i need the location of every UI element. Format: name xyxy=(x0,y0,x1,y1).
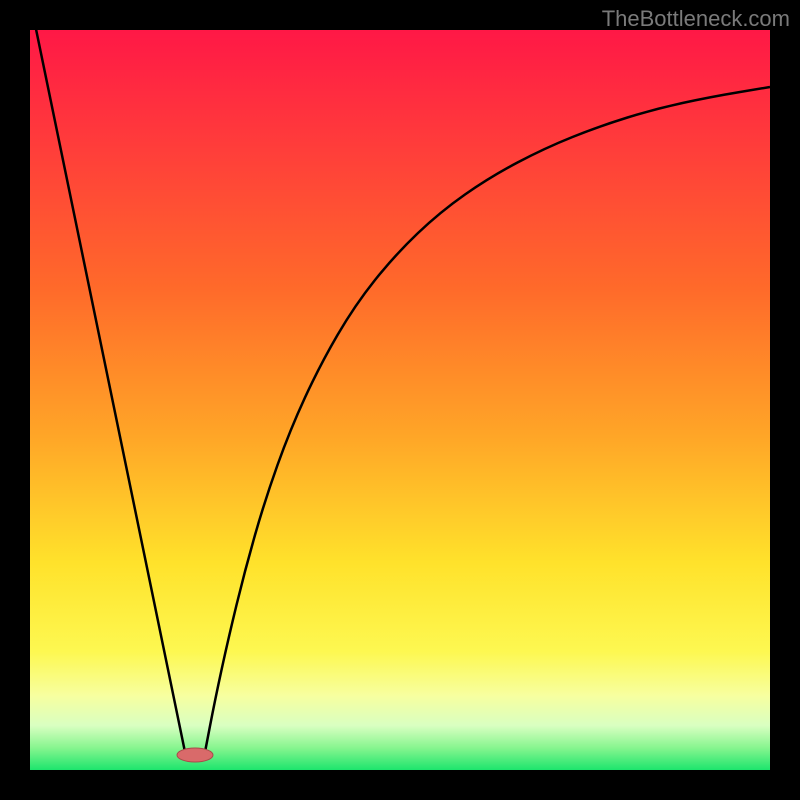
plot-area xyxy=(30,30,770,770)
chart-svg xyxy=(0,0,800,800)
watermark-text: TheBottleneck.com xyxy=(602,6,790,32)
bottleneck-chart: TheBottleneck.com xyxy=(0,0,800,800)
minimum-marker xyxy=(177,748,213,762)
